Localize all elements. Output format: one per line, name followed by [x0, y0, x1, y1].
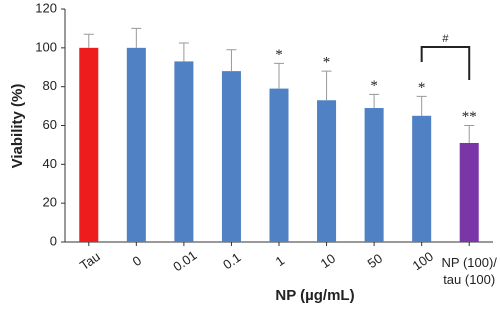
error-bar	[131, 27, 142, 48]
y-tick-label: 120	[35, 0, 57, 15]
error-bar	[416, 95, 427, 116]
comparison-bracket	[420, 46, 471, 80]
bar	[364, 108, 384, 243]
bar	[221, 71, 241, 242]
error-bar	[178, 42, 189, 62]
significance-mark: *	[323, 55, 331, 71]
y-tick-label: 60	[43, 117, 57, 132]
x-axis-title: NP (µg/mL)	[275, 287, 355, 304]
y-tick-label: 0	[50, 233, 57, 248]
bar	[412, 115, 432, 242]
y-axis-title: Viability (%)	[9, 84, 26, 169]
error-bar	[369, 93, 380, 109]
y-tick-label: 80	[43, 78, 57, 93]
significance-mark: *	[418, 80, 426, 96]
error-bar	[464, 125, 475, 143]
bar	[126, 47, 146, 243]
significance-mark: *	[370, 78, 378, 94]
y-tick-label: 40	[43, 156, 57, 171]
bar	[269, 88, 289, 242]
error-bar	[83, 33, 94, 48]
error-bar	[274, 62, 284, 89]
significance-mark: **	[462, 109, 477, 125]
x-tick-label: NP (100)/ tau (100)	[441, 255, 497, 287]
error-bar	[226, 49, 237, 72]
bracket-label: #	[442, 33, 449, 45]
bar	[317, 100, 337, 242]
error-bar	[321, 70, 332, 101]
bar	[79, 47, 99, 243]
y-tick-label: 100	[35, 39, 57, 54]
bar	[174, 61, 194, 242]
y-tick-label: 20	[43, 195, 57, 210]
significance-mark: *	[275, 47, 283, 63]
bar	[459, 142, 479, 242]
